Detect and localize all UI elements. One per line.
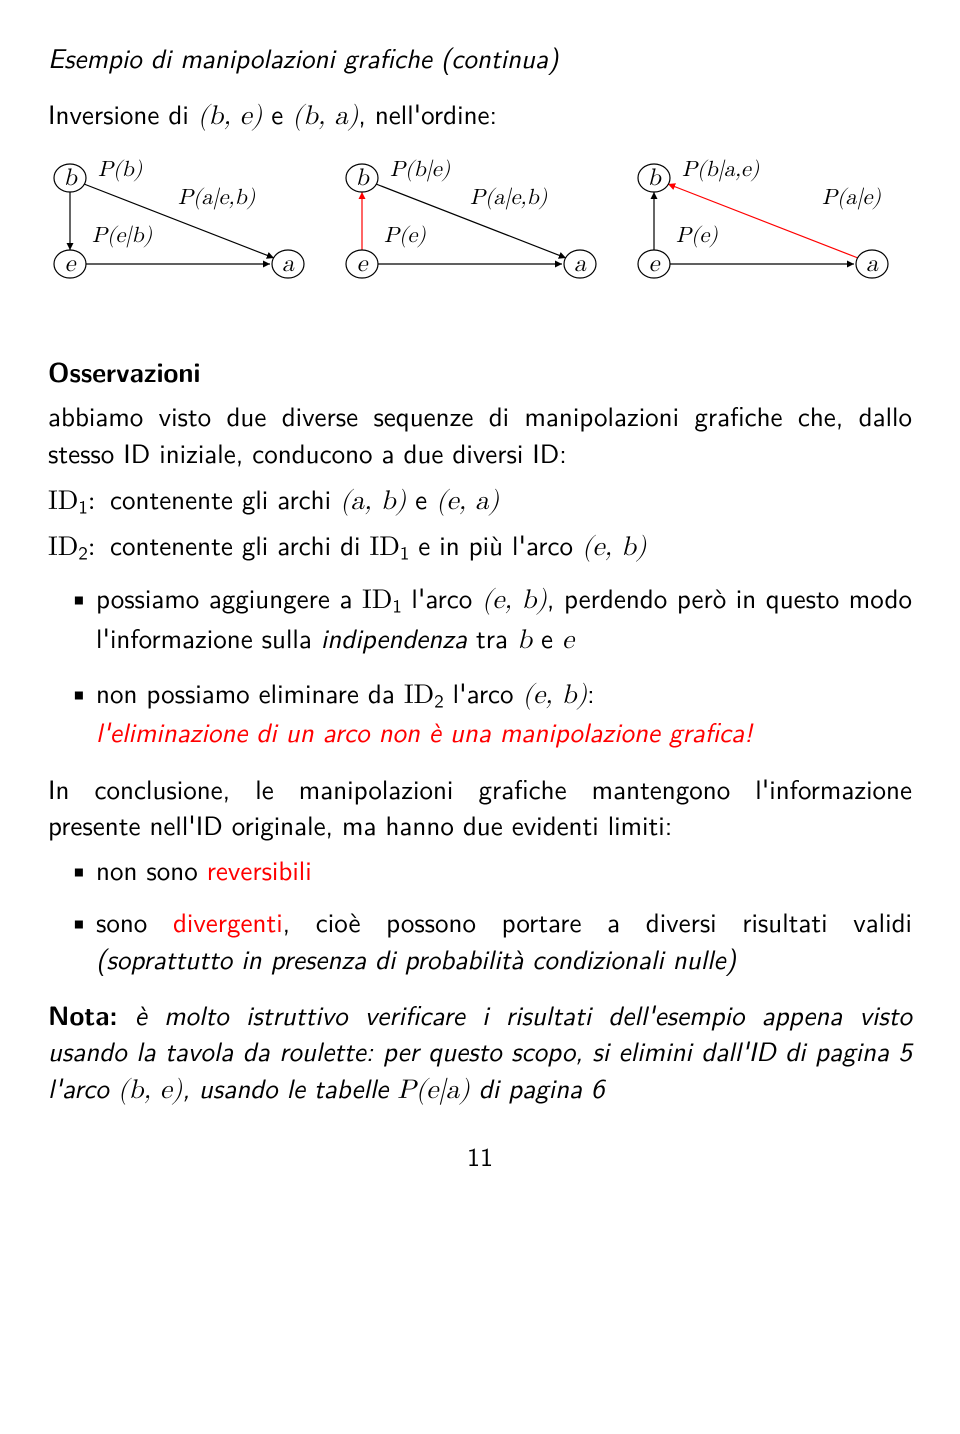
g2-label-left: P(e) [384,225,426,248]
g1-label-left: P(e|b) [92,225,153,248]
g2-label-top: P(b|e) [390,159,451,182]
g3-label-left: P(e) [676,225,718,248]
id2-text-a: contenente gli archi di [110,525,369,564]
pair-be: (b, e) [198,103,263,130]
b2-arc: (e, b) [523,682,588,709]
nota-paragraph: Nota: è molto istruttivo verificare i ri… [48,997,912,1109]
subtitle-mid: e [262,94,292,133]
b3-red: reversibili [207,850,312,889]
b2-b: l'arco [444,673,523,712]
graph-3: b e a P(b|a,e) P(a|e) P(e) [632,154,912,294]
page-number: 11 [48,1139,912,1174]
bullet-2: non possiamo eliminare da ID2 l'arco (e,… [68,675,912,751]
bullet-4: sono divergenti, cioè possono portare a … [68,904,912,977]
node-b-label: b [63,166,78,190]
page: Esempio di manipolazioni grafiche (conti… [0,0,960,1214]
node-a-label: a [866,252,879,276]
b2-a: non possiamo eliminare da [96,673,404,712]
id1-text: contenente gli archi (a, b) e (e, a) [110,481,499,520]
id2-text-b: e in più l'arco [409,525,582,564]
id2-label: ID2: [48,527,110,566]
b4-red: divergenti [173,902,283,941]
b3-a: non sono [96,850,207,889]
id2-text: contenente gli archi di ID1 e in più l'a… [110,527,646,566]
id2-arc-eb: (e, b) [582,534,647,561]
g3-label-diag: P(a|e) [822,187,881,210]
id1-text-a: contenente gli archi [110,479,340,518]
conclusion-paragraph: In conclusione, le manipolazioni grafich… [48,771,912,844]
b1-arc: (e, b) [482,587,547,614]
id1-label: ID1: [48,481,110,520]
g2-label-diag: P(a|e,b) [470,187,548,210]
id-list: ID1: contenente gli archi (a, b) e (e, a… [48,481,912,566]
graph-2: b e a P(b|e) P(a|e,b) P(e) [340,154,620,294]
bullet-list-2: non sono reversibili sono divergenti, ci… [68,852,912,977]
bullet-1: possiamo aggiungere a ID1 l'arco (e, b),… [68,580,912,659]
subtitle: Inversione di (b, e) e (b, a), nell'ordi… [48,96,912,135]
node-a-label: a [574,252,587,276]
nota-c: di pagina 6 [470,1068,605,1107]
bullet-list-1: possiamo aggiungere a ID1 l'arco (e, b),… [68,580,912,751]
g1-label-top: P(b) [98,159,143,182]
b1-indip: indipendenza [321,618,467,657]
graph-1: b e a P(b) P(a|e,b) P(e|b) [48,154,328,294]
g3-label-top: P(b|a,e) [682,159,760,182]
b1-bvar: b [517,627,532,654]
nota-body: è molto istruttivo verificare i risultat… [48,995,912,1107]
node-a-label: a [282,252,295,276]
nota-p: P(e|a) [397,1077,469,1104]
id1-arcs-ea: (e, a) [436,488,499,515]
id1-item: ID1: contenente gli archi (a, b) e (e, a… [48,481,912,520]
b1-e-word: e [532,618,562,657]
b2-red: l'eliminazione di un arco non è una mani… [96,712,753,751]
b4-b: , cioè possono portare a diversi risulta… [283,902,912,941]
b1-d: tra [467,618,517,657]
id1-arcs-ab: (a, b) [340,488,406,515]
node-b-label: b [647,166,662,190]
b4-a: sono [96,902,173,941]
node-b-label: b [355,166,370,190]
observations-heading: Osservazioni [48,354,912,390]
diagram-row: b e a P(b) P(a|e,b) P(e|b) [48,154,912,294]
observations-paragraph: abbiamo visto due diverse sequenze di ma… [48,398,912,471]
id1-e: e [406,479,436,518]
pair-ba: (b, a) [292,103,358,130]
b2-colon: : [587,673,595,712]
page-title: Esempio di manipolazioni grafiche (conti… [48,40,912,76]
nota-arc: (b, e) [118,1077,183,1104]
id2-id1: ID [369,534,399,561]
bullet-3: non sono reversibili [68,852,912,888]
subtitle-pre: Inversione di [48,94,198,133]
subtitle-post: , nell'ordine: [358,94,497,133]
title-text: Esempio di manipolazioni grafiche (conti… [48,38,558,77]
b1-id1: ID [362,587,392,614]
g1-label-diag: P(a|e,b) [178,187,256,210]
id2-item: ID2: contenente gli archi di ID1 e in pi… [48,527,912,566]
nota-label: Nota: [48,995,118,1034]
b1-evar: e [562,627,574,654]
nota-b: , usando le tabelle [182,1068,397,1107]
b1-a: possiamo aggiungere a [96,578,362,617]
b2-id2: ID [404,682,434,709]
b1-b: l'arco [402,578,482,617]
b4-it: (soprattutto in presenza di probabilità … [96,939,736,978]
